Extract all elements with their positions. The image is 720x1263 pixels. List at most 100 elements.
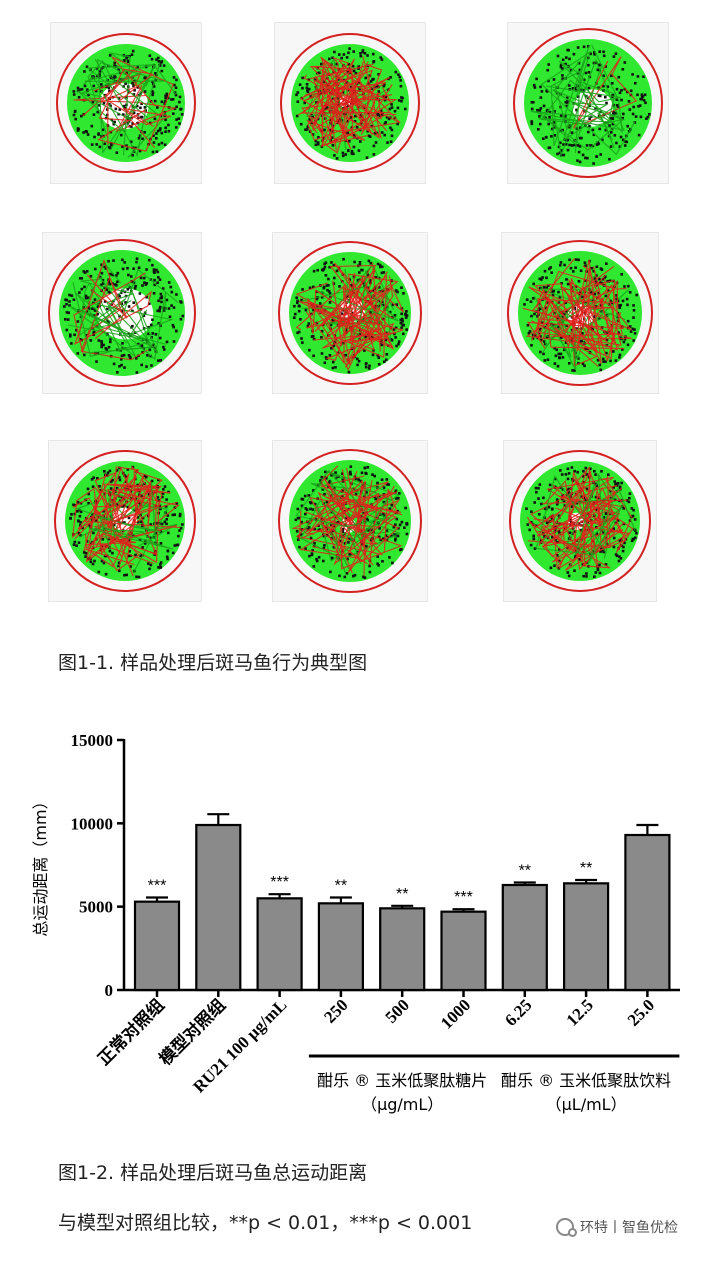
track-dot — [383, 133, 386, 137]
track-dot — [537, 486, 540, 490]
track-dot — [539, 122, 542, 126]
track-dot — [553, 134, 557, 137]
track-dot — [370, 124, 374, 128]
track-dot — [371, 353, 375, 357]
track-dot — [606, 279, 609, 283]
track-dot — [79, 534, 82, 537]
track-dot — [369, 80, 373, 83]
track-dot — [557, 514, 561, 518]
track-dot — [611, 94, 614, 97]
track-dot — [623, 337, 627, 341]
track-dot — [571, 87, 575, 90]
track-dot — [84, 333, 88, 337]
track-dot — [338, 285, 341, 288]
track-dot — [90, 143, 94, 146]
track-dot — [324, 356, 328, 359]
track-dot — [98, 73, 101, 76]
track-dot — [549, 566, 553, 570]
track-dot — [100, 67, 103, 70]
track-dot — [568, 362, 571, 365]
track-dot — [614, 52, 618, 55]
track-dot — [136, 516, 140, 519]
track-dot — [384, 95, 388, 99]
track-dot — [556, 316, 559, 320]
track-dot — [126, 468, 130, 471]
track-dot — [96, 352, 100, 355]
track-dot — [313, 544, 316, 548]
track-dot — [385, 358, 388, 362]
track-dot — [606, 85, 610, 88]
track-dot — [299, 122, 303, 126]
track-dot — [112, 122, 116, 126]
track-dot — [390, 503, 394, 507]
track-line — [536, 63, 624, 151]
track-dot — [69, 333, 72, 336]
track-dot — [615, 297, 619, 301]
track-dot — [97, 339, 101, 342]
track-dot — [320, 296, 324, 299]
track-dot — [131, 309, 134, 313]
track-dot — [539, 107, 543, 110]
track-dot — [398, 523, 402, 527]
track-dot — [307, 322, 311, 325]
track-dot — [545, 336, 549, 339]
track-dot — [128, 550, 131, 553]
track-dot — [175, 543, 179, 547]
track-dot — [167, 307, 171, 310]
track-dot — [103, 492, 106, 496]
track-dot — [360, 471, 364, 475]
track-dot — [167, 531, 170, 535]
watermark-text: 环特丨智鱼优检 — [580, 1220, 678, 1236]
track-dot — [540, 90, 544, 93]
track-dot — [320, 62, 323, 66]
track-line — [297, 82, 349, 141]
track-dot — [120, 358, 123, 361]
track-dot — [319, 479, 322, 482]
track-dot — [405, 328, 408, 331]
track-dot — [534, 486, 538, 490]
track-dot — [307, 78, 311, 82]
track-dot — [377, 113, 380, 117]
track-dot — [140, 102, 143, 105]
track-dot — [301, 76, 304, 80]
track-dot — [397, 73, 400, 76]
track-dot — [377, 495, 381, 498]
track-dot — [560, 149, 564, 152]
track-dot — [561, 316, 565, 319]
track-line — [75, 501, 162, 550]
track-dot — [139, 276, 143, 280]
track-dot — [555, 348, 559, 352]
track-dot — [170, 290, 174, 294]
track-dot — [397, 340, 401, 343]
track-dot — [633, 518, 637, 521]
track-dot — [320, 518, 324, 521]
track-dot — [543, 535, 546, 538]
track-dot — [570, 144, 574, 147]
track-dot — [322, 559, 325, 563]
track-dot — [547, 284, 550, 287]
significance-label: ** — [335, 878, 347, 895]
track-dot — [161, 287, 165, 290]
track-dot — [102, 561, 106, 565]
track-dot — [628, 492, 632, 495]
track-dot — [160, 100, 164, 104]
track-dot — [112, 259, 115, 262]
track-line — [325, 287, 392, 368]
track-dot — [132, 301, 135, 304]
track-dot — [117, 68, 120, 71]
track-line — [531, 258, 632, 340]
track-dot — [573, 556, 577, 559]
trajectory-drawing — [513, 28, 663, 178]
trajectory-drawing — [280, 33, 420, 173]
track-dot — [397, 496, 400, 500]
track-dot — [157, 60, 161, 63]
track-dot — [104, 347, 108, 350]
track-dot — [87, 523, 91, 527]
track-dot — [304, 512, 307, 516]
significance-label: ** — [396, 886, 408, 903]
track-dot — [559, 63, 563, 67]
track-dot — [92, 330, 96, 334]
track-dot — [349, 472, 352, 476]
significance-label: *** — [148, 878, 167, 895]
